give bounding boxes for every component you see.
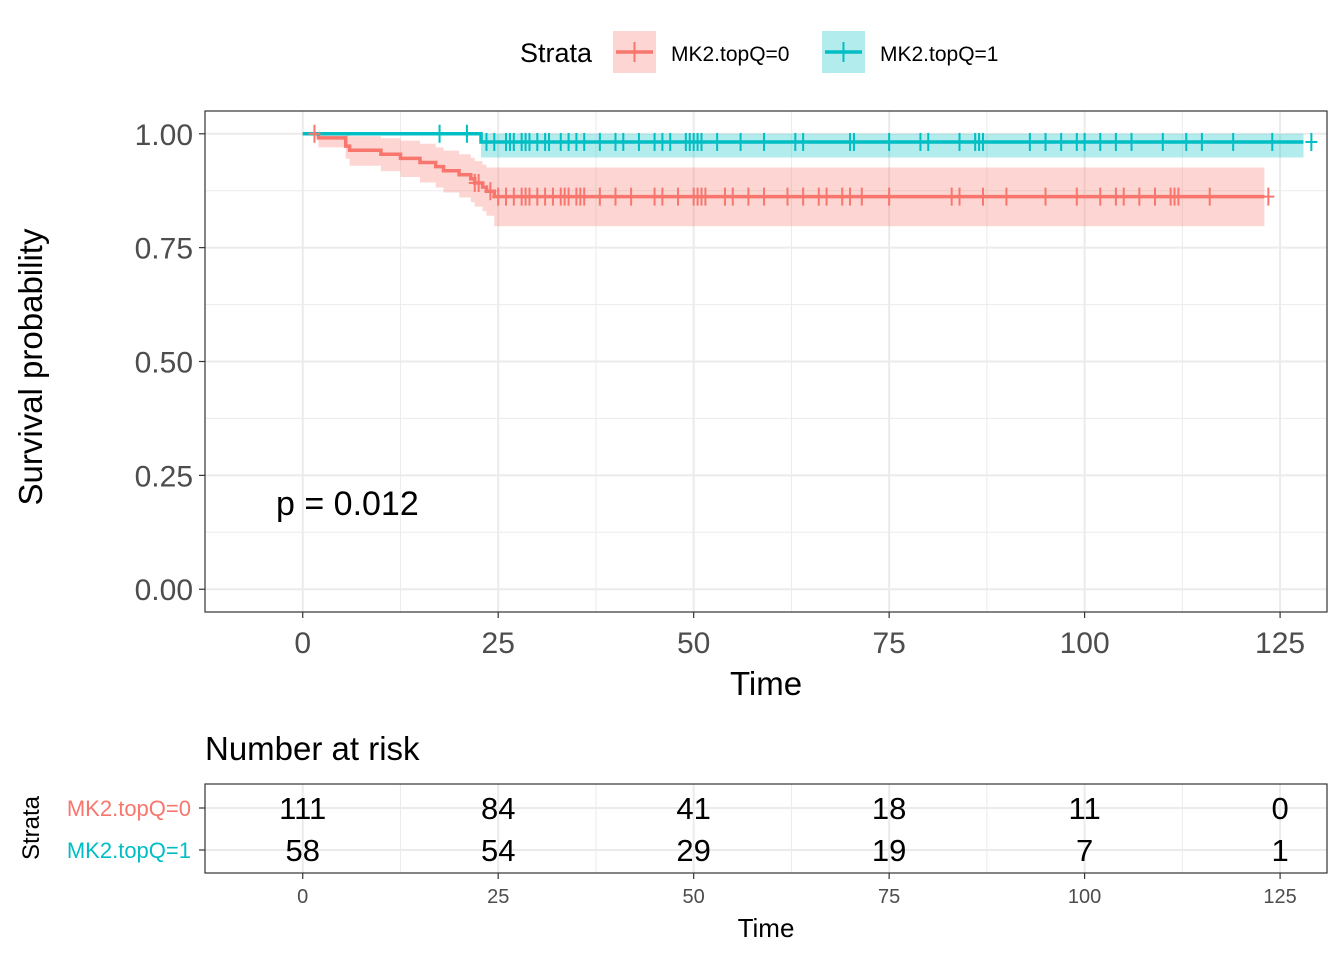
risk-cell: 54 [481,833,515,868]
risk-cell: 41 [676,791,710,826]
risk-x-tick-label: 125 [1263,886,1296,908]
legend-title: Strata [520,38,593,68]
x-tick-label: 0 [294,627,311,660]
y-tick-label: 1.00 [135,119,193,152]
risk-row-label: MK2.topQ=0 [67,796,191,821]
risk-cell: 84 [481,791,515,826]
x-tick-label: 125 [1255,627,1305,660]
risk-row-label: MK2.topQ=1 [67,838,191,863]
risk-x-tick-label: 50 [683,886,705,908]
y-axis-title: Survival probability [12,228,49,505]
y-tick-label: 0.50 [135,347,193,380]
risk-table-title: Number at risk [205,730,420,767]
risk-cell: 7 [1076,833,1093,868]
risk-table-row-labels: MK2.topQ=0 MK2.topQ=1 [67,796,205,863]
confidence-band-0 [302,133,1265,227]
risk-cell: 111 [279,791,326,826]
legend-label-0: MK2.topQ=0 [671,43,789,66]
x-tick-label: 100 [1060,627,1110,660]
y-axis: 0.00 0.25 0.50 0.75 1.00 [135,119,205,607]
y-tick-label: 0.25 [135,460,193,493]
x-tick-label: 75 [872,627,905,660]
y-tick-label: 0.00 [135,574,193,607]
risk-cell: 29 [676,833,710,868]
risk-cell: 58 [285,833,319,868]
censor-marks [308,124,1318,206]
x-axis: 0 25 50 75 100 125 [294,612,1305,660]
risk-cell: 0 [1271,791,1288,826]
legend-label-1: MK2.topQ=1 [880,43,998,66]
risk-x-tick-label: 0 [297,886,308,908]
risk-table-y-title: Strata [18,795,45,860]
p-value-annotation: p = 0.012 [276,485,419,523]
x-axis-title: Time [730,665,802,702]
risk-table-border [204,783,1328,874]
y-tick-label: 0.75 [135,233,193,266]
risk-table-grid [205,784,1327,873]
risk-cell: 1 [1271,833,1288,868]
risk-table-background [205,784,1327,873]
risk-table: Number at risk 111 84 41 18 11 0 58 54 29 19 7 1 MK… [18,730,1328,943]
risk-cell: 11 [1069,791,1101,826]
risk-table-x-title: Time [738,913,795,943]
x-tick-label: 50 [677,627,710,660]
risk-cell: 19 [872,833,906,868]
survival-curve-0 [302,132,1265,199]
risk-x-tick-label: 75 [878,886,900,908]
risk-x-tick-label: 100 [1068,886,1101,908]
risk-table-cells: 111 84 41 18 11 0 58 54 29 19 7 1 [279,791,1289,868]
risk-x-tick-label: 25 [487,886,509,908]
risk-cell: 18 [872,791,906,826]
risk-table-x-axis: 0 25 50 75 100 125 [297,873,1297,908]
legend-key-1 [822,31,865,73]
grid [205,111,1327,612]
survival-panel: 0.00 0.25 0.50 0.75 1.00 0 25 50 75 100 125 p = 0… [135,110,1328,660]
legend: Strata MK2.topQ=0 MK2.topQ=1 [520,31,998,73]
x-tick-label: 25 [482,627,515,660]
legend-key-0 [613,31,656,73]
